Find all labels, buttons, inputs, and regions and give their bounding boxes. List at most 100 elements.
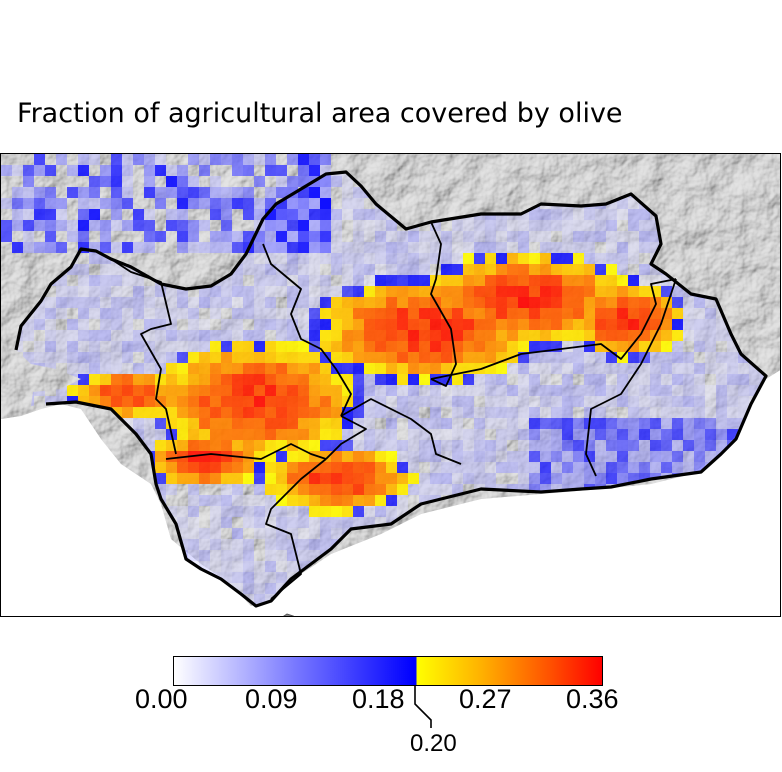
grid-cell	[353, 594, 364, 605]
grid-cell	[199, 154, 210, 165]
grid-cell	[45, 528, 56, 539]
grid-cell	[254, 440, 265, 451]
grid-cell	[683, 308, 694, 319]
grid-cell	[584, 572, 595, 583]
grid-cell	[45, 308, 56, 319]
grid-cell	[716, 594, 727, 605]
grid-cell	[540, 506, 551, 517]
grid-cell	[760, 429, 766, 440]
grid-cell	[551, 616, 562, 617]
grid-cell	[67, 286, 78, 297]
grid-cell	[474, 561, 485, 572]
grid-cell	[265, 418, 276, 429]
grid-cell	[243, 198, 254, 209]
grid-cell	[705, 583, 716, 594]
grid-cell	[650, 418, 661, 429]
grid-cell	[650, 572, 661, 583]
grid-cell	[386, 451, 397, 462]
grid-cell	[34, 429, 45, 440]
grid-cell	[177, 341, 188, 352]
grid-cell	[705, 451, 716, 462]
grid-cell	[430, 539, 441, 550]
grid-cell	[122, 528, 133, 539]
grid-cell	[463, 605, 474, 606]
grid-cell	[496, 462, 507, 473]
grid-cell	[199, 539, 210, 550]
grid-cell	[551, 561, 562, 572]
grid-cell	[276, 209, 287, 220]
grid-cell	[155, 550, 166, 561]
grid-cell	[144, 440, 155, 451]
grid-cell	[353, 583, 364, 594]
grid-cell	[771, 561, 781, 572]
grid-cell	[78, 264, 89, 275]
grid-cell	[320, 385, 331, 396]
grid-cell	[540, 297, 551, 308]
grid-cell	[56, 550, 67, 561]
grid-cell	[1, 517, 12, 528]
grid-cell	[474, 572, 485, 583]
grid-cell	[34, 605, 45, 606]
grid-cell	[584, 396, 595, 407]
grid-cell	[16, 572, 23, 583]
grid-cell	[265, 462, 276, 473]
grid-cell	[298, 264, 309, 275]
grid-cell	[628, 429, 639, 440]
grid-cell	[562, 407, 573, 418]
grid-cell	[254, 528, 265, 539]
grid-cell	[331, 341, 342, 352]
grid-cell	[243, 473, 254, 484]
grid-cell	[364, 440, 375, 451]
grid-cell	[210, 550, 221, 561]
grid-cell	[606, 506, 617, 517]
grid-cell	[474, 242, 485, 253]
grid-cell	[430, 517, 441, 528]
grid-cell	[122, 275, 133, 286]
grid-cell	[89, 517, 100, 528]
grid-cell	[342, 253, 353, 264]
grid-cell	[716, 539, 727, 550]
grid-cell	[331, 583, 342, 594]
grid-cell	[375, 275, 386, 286]
grid-cell	[67, 539, 78, 550]
grid-cell	[617, 418, 628, 429]
grid-cell	[210, 352, 221, 363]
grid-cell	[540, 495, 551, 506]
grid-cell	[716, 572, 727, 583]
grid-cell	[353, 242, 364, 253]
grid-cell	[276, 264, 287, 275]
grid-cell	[716, 429, 727, 440]
grid-cell	[716, 462, 727, 473]
grid-cell	[397, 462, 408, 473]
grid-cell	[276, 363, 287, 374]
grid-cell	[111, 352, 122, 363]
grid-cell	[496, 330, 507, 341]
grid-cell	[122, 484, 133, 495]
grid-cell	[518, 484, 529, 495]
grid-cell	[34, 451, 45, 462]
grid-cell	[78, 187, 89, 198]
grid-cell	[177, 418, 188, 429]
grid-cell	[276, 352, 287, 363]
grid-cell	[529, 330, 540, 341]
grid-cell	[78, 286, 89, 297]
grid-cell	[397, 550, 408, 561]
grid-cell	[628, 330, 639, 341]
grid-cell	[771, 418, 781, 429]
grid-cell	[639, 275, 650, 286]
grid-cell	[265, 374, 276, 385]
grid-cell	[419, 473, 430, 484]
grid-cell	[100, 253, 111, 264]
grid-cell	[419, 363, 430, 374]
grid-cell	[518, 352, 529, 363]
grid-cell	[375, 396, 386, 407]
grid-cell	[254, 517, 265, 528]
grid-cell	[529, 572, 540, 583]
grid-cell	[265, 451, 276, 462]
grid-cell	[254, 275, 265, 286]
grid-cell	[331, 572, 342, 583]
grid-cell	[441, 363, 452, 374]
grid-cell	[210, 231, 221, 242]
grid-cell	[232, 495, 243, 506]
grid-cell	[45, 165, 56, 176]
